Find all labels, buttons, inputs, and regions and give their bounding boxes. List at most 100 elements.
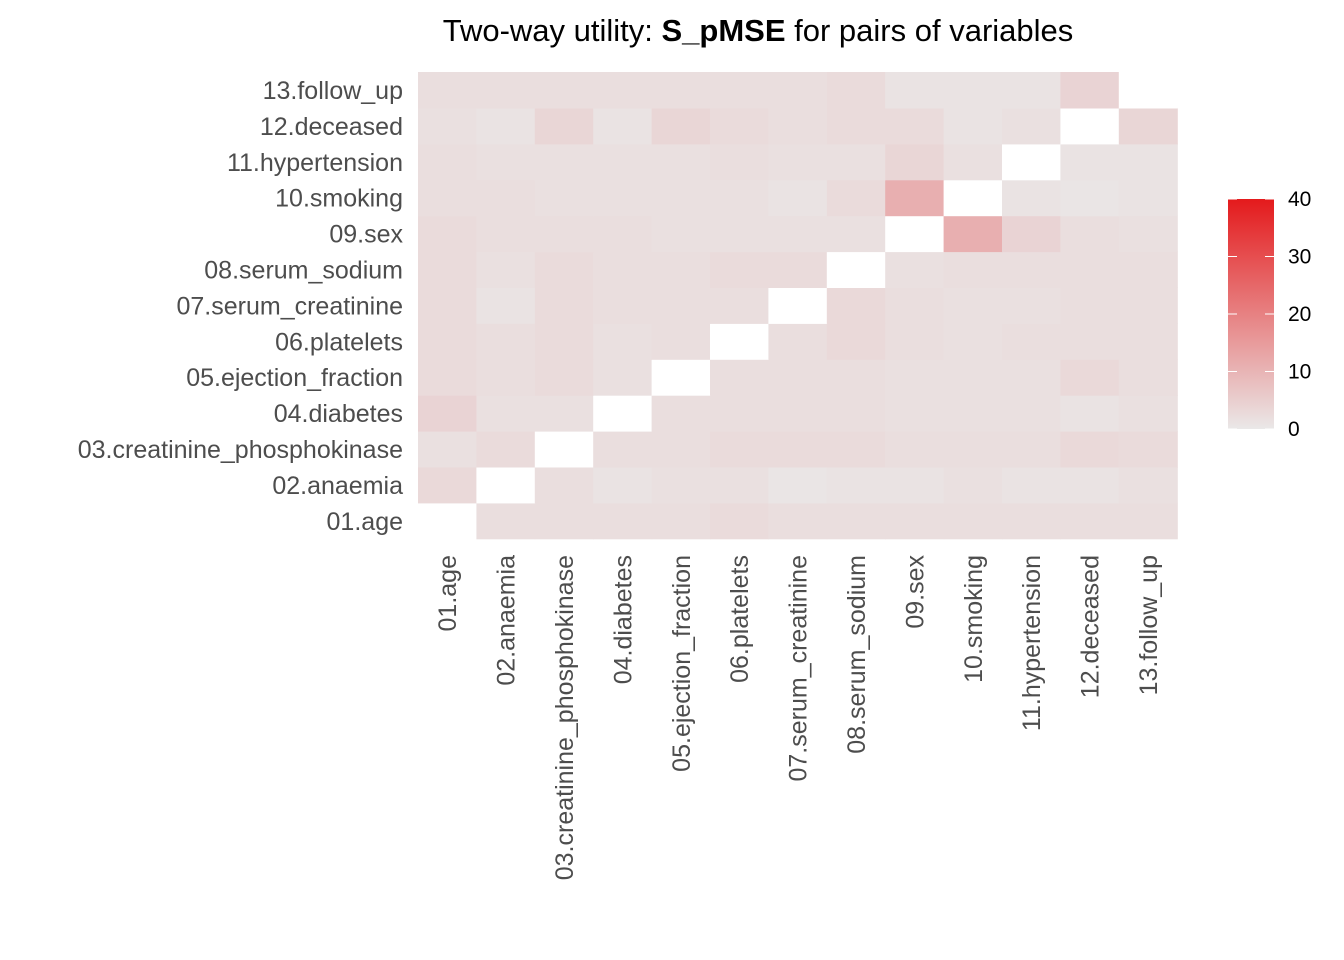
heatmap-cell [1118, 466, 1178, 504]
heatmap-cell [476, 395, 536, 432]
heatmap-cell [1002, 323, 1061, 360]
heatmap-cell [1118, 323, 1178, 360]
heatmap-cell [710, 215, 769, 253]
heatmap-cell [534, 251, 594, 288]
heatmap-cell [826, 72, 886, 109]
heatmap-cell [1002, 72, 1061, 109]
heatmap-cell [651, 72, 711, 109]
x-tick-label: 06.platelets [726, 555, 754, 683]
heatmap-cell [593, 395, 653, 432]
heatmap-cell [1060, 143, 1120, 181]
heatmap-cell [476, 431, 536, 468]
y-tick-label: 04.diabetes [274, 400, 403, 428]
y-tick-label: 03.creatinine_phosphokinase [78, 436, 403, 464]
legend-tick-label: 20 [1288, 303, 1311, 326]
heatmap-cell [768, 251, 828, 288]
heatmap-cell [710, 179, 769, 217]
heatmap-cell [476, 215, 536, 253]
heatmap-cell [710, 143, 769, 181]
heatmap-cell [593, 466, 653, 504]
heatmap-cell [1002, 251, 1061, 288]
heatmap-cell [1002, 502, 1061, 540]
heatmap-cell [418, 466, 477, 504]
heatmap-cell [1060, 323, 1120, 360]
heatmap-cell [768, 502, 828, 540]
heatmap-cell [418, 72, 477, 109]
y-tick-label: 11.hypertension [227, 149, 403, 177]
heatmap-cell [534, 466, 594, 504]
heatmap-cell [1060, 179, 1120, 217]
heatmap-cell [826, 431, 886, 468]
heatmap-cell [768, 287, 828, 324]
heatmap-cell [534, 323, 594, 360]
heatmap-cell [826, 179, 886, 217]
heatmap-cell [710, 359, 769, 396]
heatmap-cell [768, 395, 828, 432]
y-axis-tick-labels: 01.age 02.anaemia 03.creatinine_phosphokin… [78, 77, 404, 536]
heatmap-cell [534, 72, 594, 109]
x-tick-label: 05.ejection_fraction [668, 555, 696, 772]
heatmap-cell [651, 107, 711, 145]
color-legend: 0 10 20 30 40 [1228, 188, 1311, 441]
heatmap-cell [885, 179, 945, 217]
heatmap-cell [943, 395, 1003, 432]
y-tick-label: 07.serum_creatinine [176, 292, 403, 320]
heatmap-cell [418, 143, 477, 181]
heatmap-cell [1060, 107, 1120, 145]
heatmap-cell [418, 323, 477, 360]
heatmap-cell [1002, 395, 1061, 432]
heatmap-cell [593, 359, 653, 396]
x-tick-label: 02.anaemia [493, 555, 521, 686]
heatmap-cell [768, 323, 828, 360]
heatmap-cell [1060, 287, 1120, 324]
heatmap-cell [943, 323, 1003, 360]
heatmap-cell [476, 466, 536, 504]
heatmap-cell [476, 359, 536, 396]
heatmap-cell [885, 466, 945, 504]
heatmap-cell [534, 143, 594, 181]
x-tick-label: 09.sex [901, 555, 929, 629]
heatmap-cell [476, 323, 536, 360]
heatmap-cell [885, 323, 945, 360]
x-tick-label: 11.hypertension [1018, 555, 1046, 731]
heatmap-cell [1118, 143, 1178, 181]
heatmap-cell [418, 215, 477, 253]
y-tick-label: 13.follow_up [263, 77, 403, 105]
heatmap-cell [1118, 359, 1178, 396]
heatmap-cell [418, 431, 477, 468]
heatmap-cell [1118, 395, 1178, 432]
heatmap-cell [710, 107, 769, 145]
heatmap-cell [826, 466, 886, 504]
heatmap-cell [885, 251, 945, 288]
heatmap-cell [1060, 72, 1120, 109]
heatmap-cell [826, 143, 886, 181]
heatmap-cell [1002, 179, 1061, 217]
heatmap-cell [710, 287, 769, 324]
y-tick-label: 06.platelets [275, 328, 403, 356]
heatmap-cell [651, 466, 711, 504]
heatmap-cell [1002, 287, 1061, 324]
legend-tick-label: 30 [1288, 246, 1311, 269]
heatmap-cell [826, 107, 886, 145]
heatmap-cell [768, 359, 828, 396]
heatmap-cell [651, 502, 711, 540]
heatmap-cell [1118, 287, 1178, 324]
heatmap-cell [1060, 431, 1120, 468]
heatmap-cell [593, 431, 653, 468]
x-tick-label: 08.serum_sodium [843, 555, 871, 754]
x-tick-label: 01.age [434, 555, 462, 631]
heatmap-cell [418, 395, 477, 432]
heatmap-cell [826, 359, 886, 396]
heatmap-cell [885, 359, 945, 396]
heatmap-cell [418, 251, 477, 288]
y-tick-label: 01.age [327, 508, 403, 536]
heatmap-cell [651, 251, 711, 288]
heatmap-cell [710, 72, 769, 109]
heatmap-cell [826, 502, 886, 540]
heatmap-cell [1118, 502, 1178, 540]
legend-tick-label: 0 [1288, 418, 1300, 441]
heatmap-cell [943, 251, 1003, 288]
heatmap-cell [710, 431, 769, 468]
heatmap-cell [826, 287, 886, 324]
heatmap-cell [943, 107, 1003, 145]
